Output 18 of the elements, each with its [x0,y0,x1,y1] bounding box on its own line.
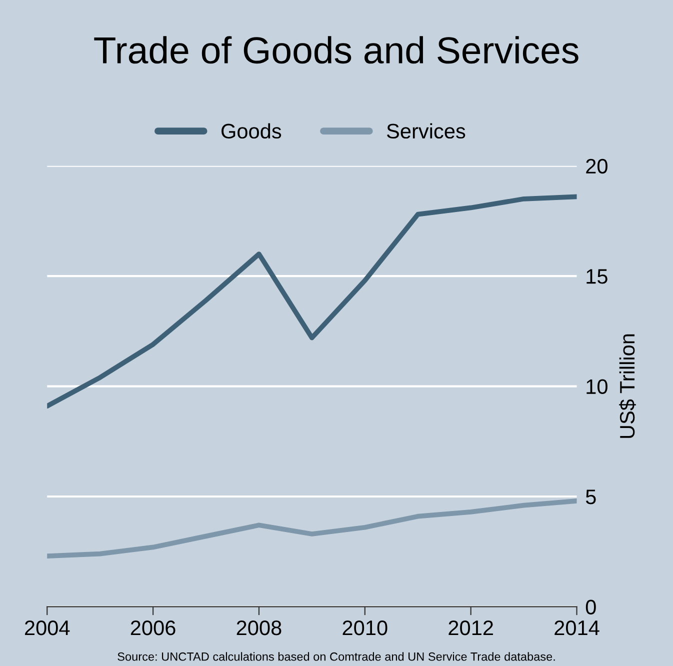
line-series [47,194,577,409]
x-tick-label: 2010 [342,620,388,636]
x-tick-label: 2004 [24,620,70,636]
y-tick-label: 10 [586,379,608,394]
x-tick-label: 2006 [130,620,176,636]
source-note: Source: UNCTAD calculations based on Comtrade and UN Service Trade database. [118,652,555,661]
y-axis-title: US$ Trillion [619,334,636,438]
chart-title: Trade of Goods and Services [94,36,578,64]
x-tick-label: 2014 [554,620,600,636]
y-tick-label: 20 [586,158,608,174]
legend-label: Services [386,123,466,139]
line-series [47,498,577,558]
y-tick-label: 15 [586,269,608,284]
x-tick-label: 2012 [448,620,493,636]
y-tick-label: 5 [586,490,596,504]
x-tick-label: 2008 [236,620,282,636]
y-tick-label: 0 [586,600,596,614]
legend-label: Goods [222,123,282,139]
